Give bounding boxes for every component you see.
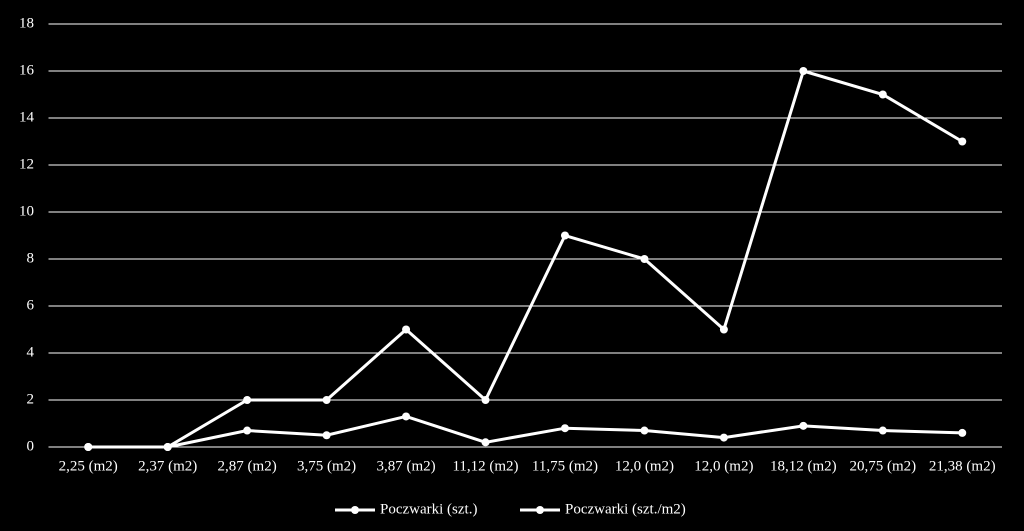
data-point: [402, 325, 411, 334]
x-tick-label: 2,87 (m2): [218, 458, 277, 474]
data-point: [84, 443, 93, 451]
x-tick-label: 20,75 (m2): [849, 458, 916, 474]
y-tick-label: 14: [19, 109, 35, 125]
data-point: [640, 426, 649, 435]
x-tick-label: 3,75 (m2): [297, 458, 356, 474]
data-point: [322, 396, 331, 404]
y-tick-label: 0: [27, 438, 35, 454]
data-point: [243, 396, 252, 404]
data-point: [958, 137, 967, 146]
x-tick-label: 3,87 (m2): [376, 458, 435, 474]
legend-label: Poczwarki (szt.): [380, 501, 477, 517]
x-tick-label: 12,0 (m2): [694, 458, 753, 474]
legend-marker: [536, 506, 544, 514]
data-point: [878, 426, 887, 435]
data-point: [799, 421, 808, 430]
data-point: [719, 325, 728, 334]
data-point: [878, 90, 887, 99]
y-tick-label: 18: [19, 15, 34, 31]
y-tick-label: 16: [19, 62, 35, 78]
x-tick-label: 11,12 (m2): [452, 458, 518, 474]
series-line: [88, 69, 964, 449]
x-tick-label: 12,0 (m2): [615, 458, 674, 474]
data-point: [322, 431, 331, 440]
y-tick-label: 8: [27, 250, 35, 266]
data-point: [163, 443, 172, 451]
y-tick-label: 2: [27, 391, 35, 407]
data-point: [402, 412, 411, 421]
data-point: [560, 231, 569, 240]
y-tick-label: 10: [19, 203, 34, 219]
data-point: [958, 428, 967, 437]
y-tick-label: 6: [27, 297, 35, 313]
y-tick-label: 12: [19, 156, 34, 172]
data-point: [560, 424, 569, 433]
x-tick-label: 2,25 (m2): [59, 458, 118, 474]
x-tick-label: 18,12 (m2): [770, 458, 837, 474]
x-tick-label: 11,75 (m2): [532, 458, 598, 474]
data-point: [481, 438, 490, 447]
data-point: [719, 433, 728, 442]
data-point: [243, 426, 252, 435]
x-tick-label: 21,38 (m2): [929, 458, 996, 474]
x-tick-label: 2,37 (m2): [138, 458, 197, 474]
y-tick-label: 4: [27, 344, 35, 360]
data-point: [481, 396, 490, 404]
legend-label: Poczwarki (szt./m2): [565, 501, 686, 517]
data-point: [799, 67, 808, 75]
legend-marker: [351, 506, 359, 514]
series-line: [88, 414, 963, 449]
data-point: [640, 255, 649, 263]
